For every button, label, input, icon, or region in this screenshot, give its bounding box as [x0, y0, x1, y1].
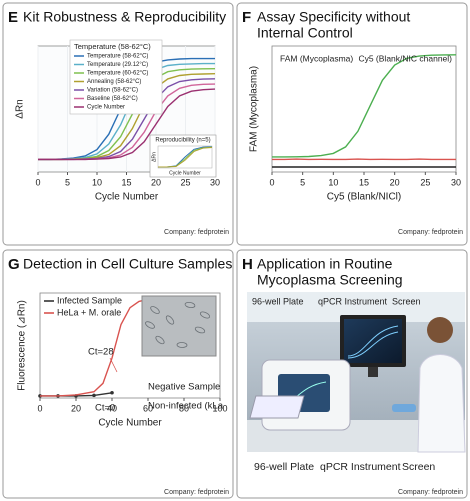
legend-label: Temperature (58-62°C): [87, 54, 148, 60]
legend-label: Variation (58-62°C): [87, 88, 138, 94]
photo-label: Screen: [392, 296, 421, 306]
inset-title: Reproducibility (n=5): [155, 138, 210, 144]
ct-marker: [109, 357, 118, 373]
panel-letter: G: [8, 256, 20, 273]
lab-photo: [247, 292, 466, 453]
photo-label: 96-well Plate: [252, 296, 304, 306]
panel-title: Application in Routine: [257, 256, 393, 272]
cell: [184, 301, 196, 309]
data-point: [110, 390, 114, 395]
x-tick-label: 100: [212, 403, 227, 413]
legend-label: Cy5 (Blank/NIC channel): [358, 53, 452, 63]
annotation: Ct=28: [88, 347, 114, 358]
company-label: Company: fedprotein: [398, 229, 463, 236]
annotation: Non-infected (kLa: [148, 401, 224, 412]
x-tick-label: 10: [92, 177, 102, 187]
legend-label: Temperature (29.12°C): [87, 62, 148, 68]
cell: [150, 306, 160, 314]
x-tick-label: 15: [359, 177, 369, 187]
inset-line: [158, 147, 213, 168]
x-tick-label: 0: [35, 177, 40, 187]
series-line: [38, 88, 216, 161]
photo-caption: 96-well Plate: [254, 461, 314, 473]
x-tick-label: 5: [65, 177, 70, 187]
x-tick-label: 80: [179, 403, 189, 413]
company-label: Company: fedprotein: [164, 489, 229, 496]
panel-title: Assay Specificity without: [257, 9, 410, 25]
panel-title: Mycoplasma Screening: [257, 272, 403, 288]
x-tick-label: 5: [300, 177, 305, 187]
well-plate: [249, 395, 305, 419]
x-tick-label: 60: [143, 403, 153, 413]
inset-x-label: Cycle Number: [169, 170, 201, 176]
monitor-screen: [344, 319, 402, 363]
person-head: [427, 317, 453, 343]
monitor-stand: [368, 367, 378, 377]
y-axis-label: FAM (Mycoplasma): [249, 66, 260, 152]
x-tick-label: 0: [269, 177, 274, 187]
x-tick-label: 30: [451, 177, 461, 187]
panel-title: Detection in Cell Culture Samples: [23, 256, 232, 272]
x-tick-label: 20: [390, 177, 400, 187]
person-coat: [417, 354, 466, 453]
x-axis-label: Cy5 (Blank/NICl): [327, 192, 401, 203]
legend-label: FAM (Mycoplasma): [280, 53, 353, 63]
inset-plot: [157, 145, 213, 169]
y-axis-label: ΔRn: [15, 99, 26, 118]
cell: [176, 342, 188, 348]
x-tick-label: 10: [328, 177, 338, 187]
panel-letter: E: [8, 9, 18, 26]
x-tick-label: 40: [107, 403, 117, 413]
panel-letter: F: [242, 9, 251, 26]
x-tick-label: 20: [71, 403, 81, 413]
x-tick-label: 15: [121, 177, 131, 187]
legend-title: Temperature (58-62°C): [74, 42, 151, 51]
y-axis-label: Fluorescence (⊿Rn): [17, 300, 28, 391]
legend-label: Annealing (58-62°C): [87, 79, 141, 85]
photo-caption: Screen: [402, 461, 435, 473]
x-axis-label: Cycle Number: [98, 418, 162, 429]
cell: [155, 335, 165, 345]
company-label: Company: fedprotein: [398, 489, 463, 496]
annotation: Ct=0: [95, 403, 115, 414]
gloved-hand: [392, 404, 416, 412]
panel-title: Kit Robustness & Reproducibility: [23, 9, 226, 25]
legend-label: Baseline (58-62°C): [87, 96, 138, 102]
panel-letter: H: [242, 256, 253, 273]
legend-box: [69, 39, 163, 115]
x-tick-label: 0: [37, 403, 42, 413]
legend-label: Infected Sample: [57, 295, 122, 305]
legend-label: Cycle Number: [87, 105, 125, 111]
photo-caption: qPCR Instrument: [320, 461, 401, 473]
annotation: Negative Sample: [148, 382, 220, 393]
x-axis-label: Cycle Number: [95, 192, 159, 203]
x-tick-label: 25: [420, 177, 430, 187]
x-tick-label: 20: [151, 177, 161, 187]
legend-label: HeLa + M. orale: [57, 307, 121, 317]
x-tick-label: 25: [180, 177, 190, 187]
data-point: [92, 393, 96, 398]
series-line: [40, 298, 149, 397]
plot-frame: [271, 45, 457, 173]
cell: [165, 315, 175, 325]
screen-curve: [347, 325, 399, 359]
photo-label: qPCR Instrument: [318, 296, 388, 306]
panel-title: Internal Control: [257, 25, 353, 41]
series-line: [272, 54, 457, 158]
cell: [194, 326, 206, 334]
inset-frame: [149, 134, 217, 178]
inset-y-label: ΔRn: [151, 152, 157, 162]
x-tick-label: 30: [210, 177, 220, 187]
cell: [199, 311, 211, 319]
cell: [145, 321, 155, 329]
company-label: Company: fedprotein: [164, 229, 229, 236]
legend-label: Temperature (60-62°C): [87, 71, 148, 77]
